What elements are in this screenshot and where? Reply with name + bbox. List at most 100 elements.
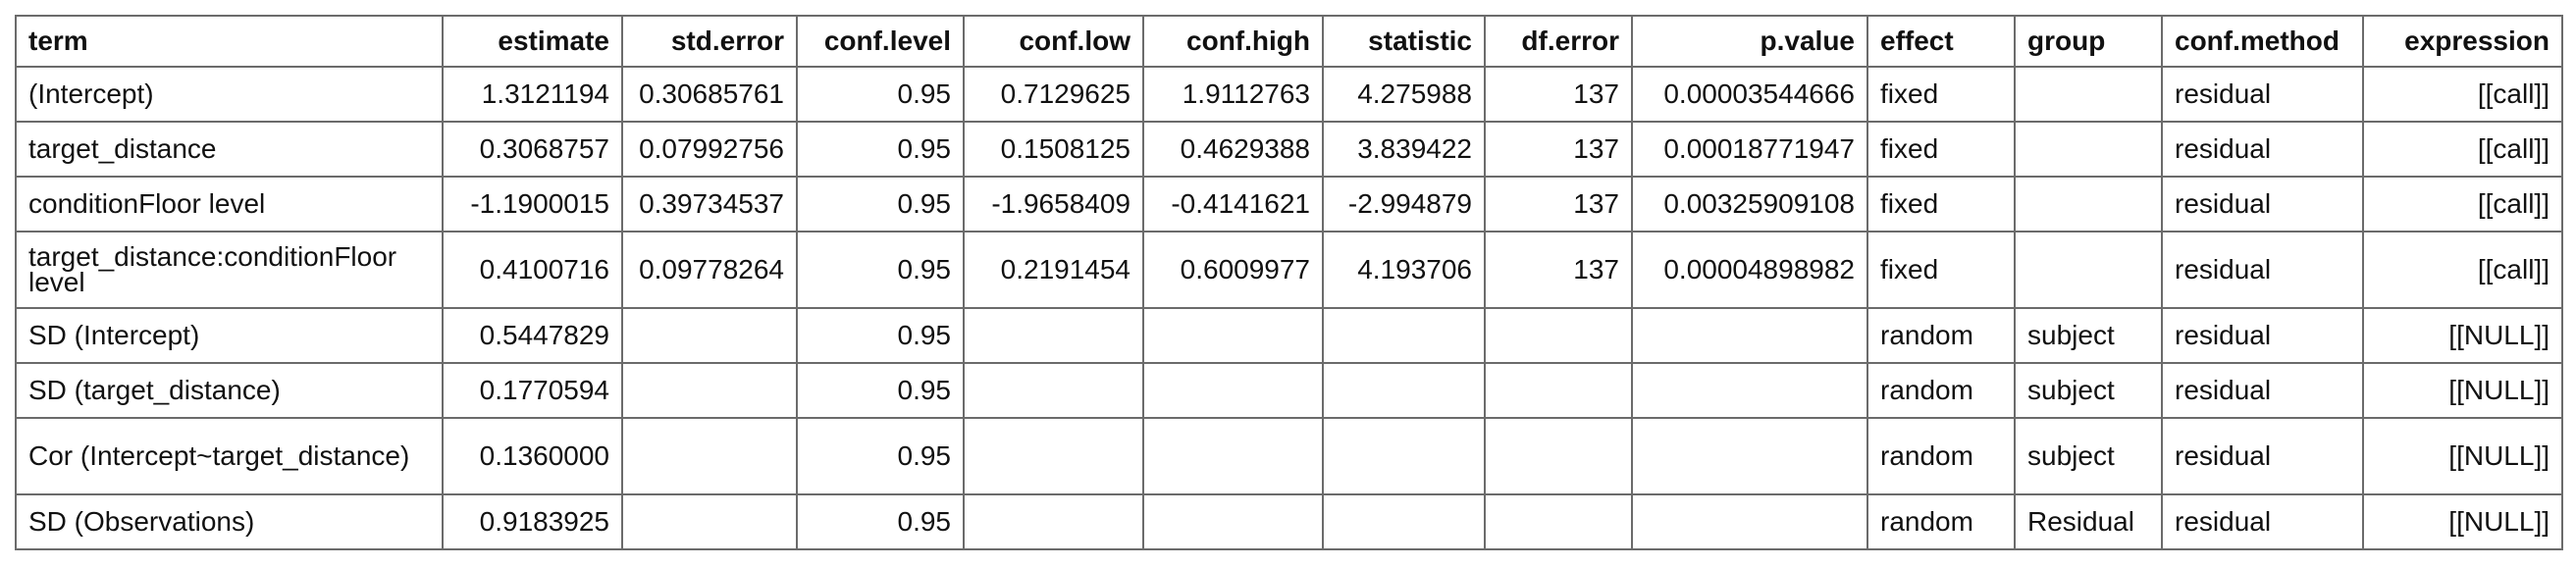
cell-estimate: -1.1900015 bbox=[442, 176, 623, 232]
cell-statistic bbox=[1322, 493, 1486, 550]
cell-conf-low bbox=[963, 307, 1144, 364]
cell-statistic: 4.275988 bbox=[1322, 66, 1486, 123]
cell-conf-high bbox=[1142, 493, 1324, 550]
cell-group bbox=[2014, 121, 2163, 178]
cell-df-error bbox=[1484, 362, 1633, 419]
cell-conf-high: -0.4141621 bbox=[1142, 176, 1324, 232]
cell-group bbox=[2014, 176, 2163, 232]
column-header-p-value: p.value bbox=[1631, 15, 1868, 68]
cell-expression: [[call]] bbox=[2362, 66, 2563, 123]
column-header-std-error: std.error bbox=[621, 15, 798, 68]
cell-conf-high bbox=[1142, 417, 1324, 495]
cell-std-error: 0.30685761 bbox=[621, 66, 798, 123]
cell-std-error bbox=[621, 307, 798, 364]
cell-df-error bbox=[1484, 307, 1633, 364]
column-header-term: term bbox=[15, 15, 444, 68]
cell-conf-low bbox=[963, 417, 1144, 495]
cell-std-error: 0.09778264 bbox=[621, 231, 798, 309]
cell-effect: random bbox=[1866, 493, 2016, 550]
cell-conf-level: 0.95 bbox=[796, 121, 965, 178]
table-row: SD (Intercept) 0.5447829 0.95 random subject… bbox=[15, 307, 2563, 364]
cell-conf-high: 0.6009977 bbox=[1142, 231, 1324, 309]
cell-expression: [[NULL]] bbox=[2362, 362, 2563, 419]
column-header-conf-level: conf.level bbox=[796, 15, 965, 68]
cell-group: Residual bbox=[2014, 493, 2163, 550]
cell-conf-level: 0.95 bbox=[796, 66, 965, 123]
cell-estimate: 0.1360000 bbox=[442, 417, 623, 495]
cell-conf-low bbox=[963, 493, 1144, 550]
cell-statistic bbox=[1322, 307, 1486, 364]
cell-std-error: 0.07992756 bbox=[621, 121, 798, 178]
cell-std-error: 0.39734537 bbox=[621, 176, 798, 232]
cell-p-value bbox=[1631, 307, 1868, 364]
cell-df-error bbox=[1484, 417, 1633, 495]
cell-effect: random bbox=[1866, 307, 2016, 364]
table-row: SD (target_distance) 0.1770594 0.95 random s… bbox=[15, 362, 2563, 419]
table-row: target_distance 0.3068757 0.07992756 0.95 0.… bbox=[15, 121, 2563, 178]
cell-group: subject bbox=[2014, 417, 2163, 495]
cell-expression: [[NULL]] bbox=[2362, 307, 2563, 364]
column-header-conf-method: conf.method bbox=[2161, 15, 2364, 68]
cell-estimate: 1.3121194 bbox=[442, 66, 623, 123]
cell-conf-method: residual bbox=[2161, 121, 2364, 178]
cell-p-value bbox=[1631, 362, 1868, 419]
cell-effect: random bbox=[1866, 417, 2016, 495]
cell-conf-high: 1.9112763 bbox=[1142, 66, 1324, 123]
cell-group: subject bbox=[2014, 307, 2163, 364]
header-row: term estimate std.error conf.level conf.low c… bbox=[15, 15, 2563, 68]
cell-conf-method: residual bbox=[2161, 176, 2364, 232]
cell-effect: fixed bbox=[1866, 176, 2016, 232]
cell-conf-level: 0.95 bbox=[796, 362, 965, 419]
cell-df-error: 137 bbox=[1484, 231, 1633, 309]
cell-term: SD (target_distance) bbox=[15, 362, 444, 419]
cell-conf-level: 0.95 bbox=[796, 307, 965, 364]
cell-effect: fixed bbox=[1866, 66, 2016, 123]
column-header-estimate: estimate bbox=[442, 15, 623, 68]
column-header-df-error: df.error bbox=[1484, 15, 1633, 68]
cell-conf-method: residual bbox=[2161, 66, 2364, 123]
column-header-group: group bbox=[2014, 15, 2163, 68]
cell-term: target_distance:conditionFloor level bbox=[15, 231, 444, 309]
cell-conf-level: 0.95 bbox=[796, 231, 965, 309]
column-header-conf-high: conf.high bbox=[1142, 15, 1324, 68]
cell-conf-high bbox=[1142, 307, 1324, 364]
table-row: conditionFloor level -1.1900015 0.39734537… bbox=[15, 176, 2563, 232]
table-row: SD (Observations) 0.9183925 0.95 random Resi… bbox=[15, 493, 2563, 550]
cell-expression: [[call]] bbox=[2362, 121, 2563, 178]
cell-conf-low bbox=[963, 362, 1144, 419]
cell-conf-method: residual bbox=[2161, 493, 2364, 550]
cell-conf-method: residual bbox=[2161, 231, 2364, 309]
cell-group bbox=[2014, 231, 2163, 309]
cell-conf-method: residual bbox=[2161, 362, 2364, 419]
cell-conf-high: 0.4629388 bbox=[1142, 121, 1324, 178]
cell-p-value: 0.00003544666 bbox=[1631, 66, 1868, 123]
column-header-statistic: statistic bbox=[1322, 15, 1486, 68]
cell-expression: [[NULL]] bbox=[2362, 493, 2563, 550]
cell-statistic: 4.193706 bbox=[1322, 231, 1486, 309]
cell-estimate: 0.5447829 bbox=[442, 307, 623, 364]
cell-conf-level: 0.95 bbox=[796, 493, 965, 550]
cell-p-value: 0.00325909108 bbox=[1631, 176, 1868, 232]
cell-statistic bbox=[1322, 417, 1486, 495]
results-table: term estimate std.error conf.level conf.low c… bbox=[15, 15, 2563, 550]
cell-conf-high bbox=[1142, 362, 1324, 419]
cell-statistic bbox=[1322, 362, 1486, 419]
cell-conf-low: -1.9658409 bbox=[963, 176, 1144, 232]
cell-term: target_distance bbox=[15, 121, 444, 178]
table-row: Cor (Intercept~target_distance) 0.1360000… bbox=[15, 417, 2563, 495]
cell-term: conditionFloor level bbox=[15, 176, 444, 232]
cell-std-error bbox=[621, 493, 798, 550]
cell-effect: fixed bbox=[1866, 231, 2016, 309]
cell-term: (Intercept) bbox=[15, 66, 444, 123]
cell-term: SD (Observations) bbox=[15, 493, 444, 550]
cell-conf-low: 0.2191454 bbox=[963, 231, 1144, 309]
cell-estimate: 0.9183925 bbox=[442, 493, 623, 550]
column-header-expression: expression bbox=[2362, 15, 2563, 68]
cell-df-error: 137 bbox=[1484, 121, 1633, 178]
cell-effect: fixed bbox=[1866, 121, 2016, 178]
cell-df-error bbox=[1484, 493, 1633, 550]
cell-group: subject bbox=[2014, 362, 2163, 419]
cell-expression: [[NULL]] bbox=[2362, 417, 2563, 495]
cell-estimate: 0.3068757 bbox=[442, 121, 623, 178]
cell-conf-level: 0.95 bbox=[796, 176, 965, 232]
